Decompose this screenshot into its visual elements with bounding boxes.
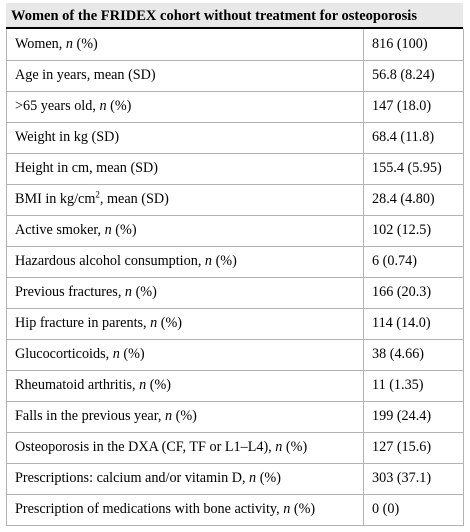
row-label-cell: Osteoporosis in the DXA (CF, TF or L1–L4…: [6, 431, 364, 464]
row-label-suffix: (%): [282, 439, 308, 455]
table-row: Osteoporosis in the DXA (CF, TF or L1–L4…: [6, 431, 464, 464]
row-label-cell: Age in years, mean (SD): [6, 59, 364, 92]
row-label-cell: Hip fracture in parents, n (%): [6, 307, 364, 340]
row-label-italic: n: [124, 284, 133, 300]
row-label: Active smoker,: [15, 222, 105, 238]
table-row: Women, n (%) 816 (100): [6, 29, 464, 61]
row-label-italic: n: [204, 253, 213, 269]
row-label: Prescriptions: calcium and/or vitamin D,: [15, 470, 250, 486]
row-label-italic: n: [65, 35, 73, 52]
table-row: Age in years, mean (SD) 56.8 (8.24): [6, 59, 464, 92]
table-title: Women of the FRIDEX cohort without treat…: [6, 3, 463, 29]
row-label-italic: n: [249, 470, 257, 486]
row-label-italic: n: [283, 501, 291, 517]
table-row: Falls in the previous year, n (%) 199 (24…: [6, 400, 464, 433]
table-body: Women, n (%) 816 (100) Age in years, mean …: [6, 29, 464, 526]
row-value: 127 (15.6): [363, 431, 464, 464]
table-container: Women of the FRIDEX cohort without treat…: [6, 3, 464, 526]
row-label-suffix: (%): [119, 346, 145, 362]
row-value: 102 (12.5): [363, 214, 464, 247]
row-label-italic: n: [275, 439, 283, 455]
row-label: Hazardous alcohol consumption,: [15, 253, 205, 269]
data-table: Women, n (%) 816 (100) Age in years, mean …: [6, 29, 464, 526]
row-label-suffix: (%): [72, 35, 98, 52]
row-value: 56.8 (8.24): [363, 59, 464, 92]
table-row: Prescription of medications with bone ac…: [6, 493, 464, 526]
row-value: 11 (1.35): [363, 369, 464, 402]
row-label-italic: n: [99, 98, 107, 114]
row-label-suffix: (%): [146, 377, 172, 393]
row-label-italic: n: [164, 408, 173, 424]
row-label: Rheumatoid arthritis,: [15, 377, 140, 393]
row-label-italic: n: [104, 222, 112, 238]
table-row: Rheumatoid arthritis, n (%) 11 (1.35): [6, 369, 464, 402]
row-label-superscript: 2: [95, 189, 100, 200]
row-label: Weight in kg (SD): [15, 129, 120, 145]
row-value: 0 (0): [363, 493, 464, 526]
row-label: >65 years old,: [15, 98, 100, 114]
row-label-cell: Hazardous alcohol consumption, n (%): [6, 245, 364, 278]
table-row: Previous fractures, n (%) 166 (20.3): [6, 276, 464, 309]
row-value: 6 (0.74): [363, 245, 464, 278]
row-label-suffix: (%): [290, 501, 316, 517]
row-label-cell: >65 years old, n (%): [6, 90, 364, 123]
row-label-cell: Weight in kg (SD): [6, 121, 364, 154]
row-label: Hip fracture in parents,: [15, 315, 151, 331]
row-label-cell: Falls in the previous year, n (%): [6, 400, 364, 433]
row-label-cell: Glucocorticoids, n (%): [6, 338, 364, 371]
table-row: Glucocorticoids, n (%) 38 (4.66): [6, 338, 464, 371]
row-value: 28.4 (4.80): [363, 183, 464, 216]
row-label: Height in cm, mean (SD): [15, 160, 159, 176]
row-label: Previous fractures,: [15, 284, 125, 300]
row-label-italic: n: [139, 377, 147, 393]
row-label: Age in years, mean (SD): [15, 67, 156, 83]
row-value: 147 (18.0): [363, 90, 464, 123]
table-row: Active smoker, n (%) 102 (12.5): [6, 214, 464, 247]
row-label: BMI in kg/cm: [15, 191, 96, 207]
row-label: Falls in the previous year,: [15, 408, 165, 424]
row-label: Women,: [15, 35, 66, 52]
row-label-cell: Rheumatoid arthritis, n (%): [6, 369, 364, 402]
row-value: 68.4 (11.8): [363, 121, 464, 154]
row-label-suffix: , mean (SD): [99, 191, 169, 207]
row-label: Prescription of medications with bone ac…: [15, 501, 284, 517]
row-label-cell: Previous fractures, n (%): [6, 276, 364, 309]
table-row: Height in cm, mean (SD) 155.4 (5.95): [6, 152, 464, 185]
table-row: BMI in kg/cm2, mean (SD) 28.4 (4.80): [6, 183, 464, 216]
row-value: 816 (100): [363, 29, 464, 61]
table-row: >65 years old, n (%) 147 (18.0): [6, 90, 464, 123]
table-row: Prescriptions: calcium and/or vitamin D,…: [6, 462, 464, 495]
row-label-suffix: (%): [256, 470, 281, 486]
row-label-cell: BMI in kg/cm2, mean (SD): [6, 183, 364, 216]
row-label-cell: Height in cm, mean (SD): [6, 152, 364, 185]
row-label-cell: Prescription of medications with bone ac…: [6, 493, 364, 526]
row-label-suffix: (%): [106, 98, 132, 114]
table-row: Hazardous alcohol consumption, n (%) 6 (0…: [6, 245, 464, 278]
row-label-cell: Active smoker, n (%): [6, 214, 364, 247]
row-label-italic: n: [150, 315, 158, 331]
row-label-italic: n: [112, 346, 120, 362]
row-value: 114 (14.0): [363, 307, 464, 340]
row-value: 303 (37.1): [363, 462, 464, 495]
row-value: 38 (4.66): [363, 338, 464, 371]
row-label: Glucocorticoids,: [15, 346, 113, 362]
row-label-suffix: (%): [111, 222, 137, 238]
row-label-suffix: (%): [172, 408, 197, 424]
row-value: 155.4 (5.95): [363, 152, 464, 185]
row-label: Osteoporosis in the DXA (CF, TF or L1–L4…: [15, 439, 276, 455]
row-label-cell: Prescriptions: calcium and/or vitamin D,…: [6, 462, 364, 495]
row-label-suffix: (%): [212, 253, 237, 269]
row-label-suffix: (%): [132, 284, 157, 300]
row-value: 199 (24.4): [363, 400, 464, 433]
row-value: 166 (20.3): [363, 276, 464, 309]
table-row: Weight in kg (SD) 68.4 (11.8): [6, 121, 464, 154]
table-row: Hip fracture in parents, n (%) 114 (14.0): [6, 307, 464, 340]
row-label-cell: Women, n (%): [6, 29, 364, 61]
row-label-suffix: (%): [157, 315, 183, 331]
